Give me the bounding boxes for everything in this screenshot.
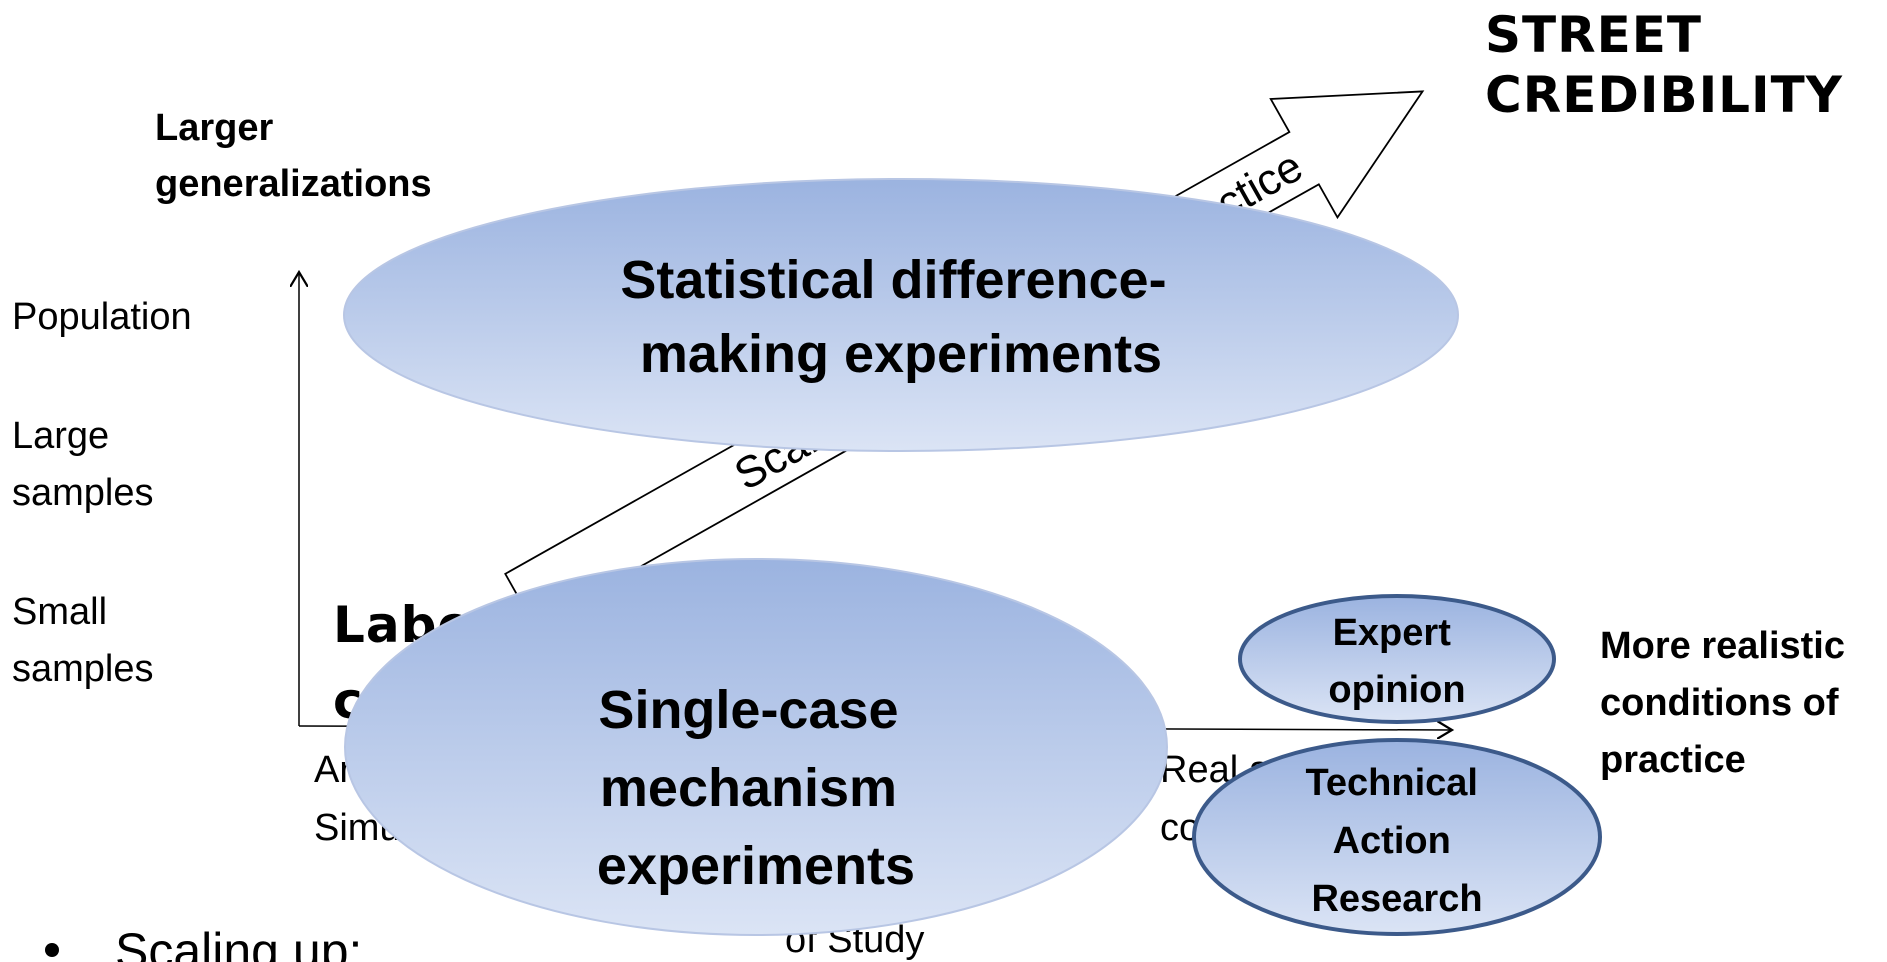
street-credibility: STREET CREDIBILITY bbox=[1485, 6, 1843, 124]
text-line: opinion bbox=[1328, 669, 1465, 711]
text-line: mechanism bbox=[600, 758, 897, 818]
text-line: experiments bbox=[597, 836, 915, 896]
axis-top-label: Larger generalizations bbox=[155, 107, 432, 205]
text-line: samples bbox=[12, 472, 154, 514]
text-line: generalizations bbox=[155, 163, 432, 205]
node-label: Statistical difference- making experimen… bbox=[620, 250, 1181, 384]
text-line: CREDIBILITY bbox=[1485, 66, 1843, 124]
node-oval bbox=[1192, 738, 1602, 936]
text-line: Statistical difference- bbox=[620, 250, 1166, 310]
axis-level: Population bbox=[12, 296, 192, 338]
text-line: STREET bbox=[1485, 6, 1702, 64]
text-line: practice bbox=[1600, 739, 1746, 781]
bullet-text: Scaling up: bbox=[115, 923, 362, 962]
text-line: Technical bbox=[1305, 762, 1477, 804]
node-oval bbox=[1238, 594, 1556, 724]
text-line: samples bbox=[12, 648, 154, 690]
node-label: Single-case mechanism experiments bbox=[597, 680, 915, 896]
text-line: Population bbox=[12, 296, 192, 338]
text-line: Expert bbox=[1333, 612, 1452, 654]
axis-end-label: More realistic conditions of practice bbox=[1600, 625, 1856, 781]
node-oval bbox=[344, 558, 1168, 936]
node-oval bbox=[343, 178, 1459, 452]
text-line: Larger bbox=[155, 107, 273, 149]
text-line: Large bbox=[12, 415, 109, 457]
node-label: Expert opinion bbox=[1328, 612, 1465, 711]
text-line: Research bbox=[1311, 878, 1482, 920]
text-line: Single-case bbox=[598, 680, 898, 740]
text-line: Small bbox=[12, 591, 107, 633]
text-line: More realistic bbox=[1600, 625, 1845, 667]
bullet-dot bbox=[45, 943, 59, 957]
axis-level: Small samples bbox=[12, 591, 154, 690]
text-line: conditions of bbox=[1600, 682, 1839, 724]
text-line: making experiments bbox=[640, 324, 1162, 384]
axis-level: Large samples bbox=[12, 415, 154, 514]
text-line: Action bbox=[1333, 820, 1451, 862]
node-label: Technical Action Research bbox=[1305, 762, 1488, 920]
